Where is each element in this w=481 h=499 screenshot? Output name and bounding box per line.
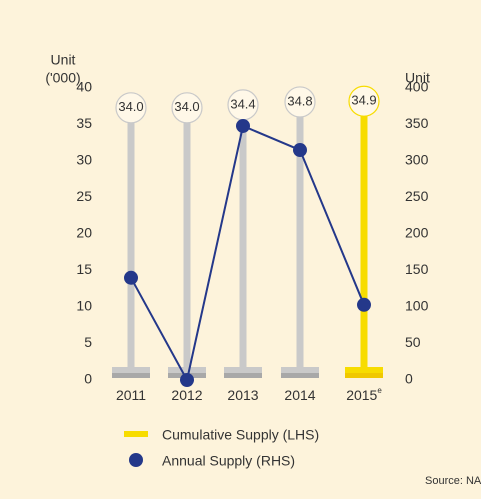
y-tick-label: 35 [76, 115, 92, 131]
legend-label: Cumulative Supply (LHS) [162, 427, 319, 443]
y-tick-label: 10 [76, 298, 92, 314]
bar-base-shadow [112, 373, 150, 378]
y2-tick-label: 350 [405, 115, 429, 131]
x-tick-superscript: e [377, 386, 382, 395]
value-label: 34.8 [287, 93, 312, 108]
y2-tick-label: 250 [405, 188, 429, 204]
bar-base-shadow [345, 373, 383, 378]
legend-label: Annual Supply (RHS) [162, 453, 295, 469]
source: Source: NAPIC [425, 475, 481, 487]
legend-swatch [129, 453, 143, 467]
x-tick-text: 2013 [227, 387, 258, 403]
x-tick-label: 2015e [346, 386, 382, 403]
x-tick-text: 2015 [346, 387, 377, 403]
y2-tick-label: 100 [405, 298, 429, 314]
line-point [357, 297, 371, 312]
x-tick-label: 2014 [284, 387, 315, 403]
bar [296, 115, 304, 368]
x-tick-label: 2013 [227, 387, 258, 403]
y-tick-label: 15 [76, 261, 92, 277]
bar-base [168, 367, 206, 373]
value-label: 34.4 [230, 96, 255, 111]
value-label: 34.0 [174, 99, 199, 114]
x-tick-text: 2011 [116, 387, 146, 403]
y-tick-label: 0 [84, 371, 92, 387]
y-tick-label: 30 [76, 152, 92, 168]
line-point [236, 118, 250, 133]
bar [127, 121, 135, 367]
bar [360, 115, 368, 367]
x-tick-text: 2014 [284, 387, 315, 403]
value-label-circle [348, 85, 380, 117]
value-label: 34.0 [118, 99, 143, 114]
value-label: 34.9 [351, 93, 376, 108]
bar-base-shadow [281, 373, 319, 378]
value-label-circle [284, 86, 316, 118]
y2-tick-label: 200 [405, 225, 429, 241]
y-axis-title: ('000) [45, 70, 80, 86]
bar-base [281, 367, 319, 373]
y-tick-label: 25 [76, 188, 92, 204]
x-tick-text: 2012 [171, 387, 202, 403]
y2-tick-label: 0 [405, 371, 413, 387]
y2-tick-label: 50 [405, 334, 421, 350]
line-point [180, 373, 194, 387]
y2-tick-label: 150 [405, 261, 429, 277]
bar-base [345, 367, 383, 373]
line [130, 124, 365, 383]
x-tick-label: 2011 [116, 387, 146, 403]
value-label-circle [115, 92, 147, 124]
x-tick-label: 2012 [171, 387, 202, 403]
y-tick-label: 20 [76, 225, 92, 241]
line-point [124, 270, 138, 285]
y2-tick-label: 300 [405, 152, 429, 168]
line-point [293, 143, 307, 158]
legend-swatch [124, 431, 148, 437]
y-tick-label: 5 [84, 334, 92, 350]
bar-base-shadow [224, 373, 262, 378]
bar-base [224, 367, 262, 373]
y-tick-label: 40 [76, 79, 92, 95]
bar [239, 118, 247, 367]
y2-tick-label: 400 [405, 79, 429, 95]
bar [183, 121, 191, 367]
value-label-circle [171, 92, 203, 124]
bar-base [112, 367, 150, 373]
y2-axis-title: Unit [405, 70, 430, 86]
y-axis-title: Unit [51, 52, 76, 68]
